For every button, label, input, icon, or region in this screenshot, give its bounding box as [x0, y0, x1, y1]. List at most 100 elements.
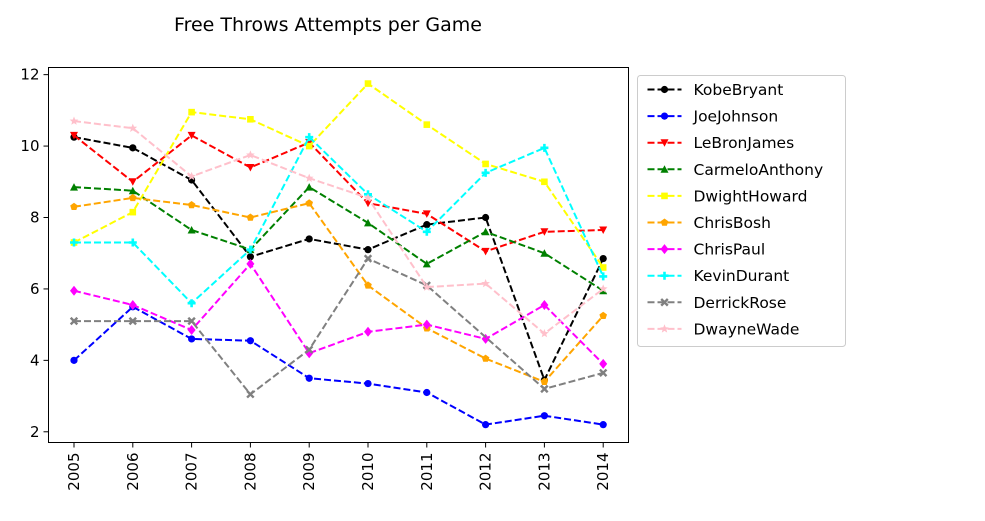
legend-marker-DwightHoward	[661, 192, 668, 200]
series-DerrickRose	[69, 254, 608, 399]
data-point-LeBronJames-2006	[128, 178, 137, 186]
legend-label-ChrisPaul: ChrisPaul	[694, 241, 766, 259]
legend-marker-DwayneWade	[660, 324, 669, 333]
data-point-DerrickRose-2006	[128, 316, 137, 326]
data-point-KobeBryant-2009	[305, 235, 313, 243]
legend-label-DwightHoward: DwightHoward	[694, 187, 808, 205]
legend-marker-KevinDurant	[660, 271, 669, 280]
legend-item-KevinDurant: KevinDurant	[647, 267, 790, 285]
data-point-KobeBryant-2006	[129, 144, 137, 152]
data-point-ChrisPaul-2014	[599, 358, 608, 369]
data-point-DwayneWade-2011	[422, 282, 432, 291]
y-tick-label-4: 4	[30, 351, 40, 369]
chart-title: Free Throws Attempts per Game	[174, 14, 482, 36]
legend-label-DwayneWade: DwayneWade	[694, 320, 800, 338]
data-point-KobeBryant-2011	[423, 221, 431, 229]
series-DwightHoward	[70, 80, 607, 271]
data-point-CarmeloAnthony-2009	[305, 183, 314, 191]
series-LeBronJames	[70, 131, 608, 256]
x-axis: 2005 2006 2007 2008 2009 2010 2011 2012 2013 2014	[65, 442, 612, 491]
series-line-KevinDurant	[74, 135, 605, 305]
data-point-KevinDurant-2005	[70, 238, 78, 247]
data-point-DwightHoward-2013	[541, 178, 548, 186]
data-point-DwayneWade-2013	[540, 328, 549, 338]
y-tick-label-12: 12	[20, 66, 39, 84]
data-point-LeBronJames-2005	[70, 131, 78, 140]
legend-marker-JoeJohnson	[660, 112, 669, 120]
data-point-DwayneWade-2008	[246, 150, 255, 159]
legend-item-LeBronJames: LeBronJames	[647, 134, 794, 152]
data-point-DwightHoward-2014	[599, 264, 607, 271]
y-tick-label-2: 2	[30, 423, 40, 441]
data-point-JoeJohnson-2010	[364, 379, 372, 388]
data-point-KevinDurant-2012	[481, 168, 490, 177]
legend-label-CarmeloAnthony: CarmeloAnthony	[694, 161, 824, 179]
data-point-DerrickRose-2014	[599, 368, 608, 378]
data-point-ChrisBosh-2013	[540, 377, 549, 386]
legend-marker-LeBronJames	[660, 139, 669, 147]
data-point-ChrisBosh-2009	[305, 199, 313, 207]
data-point-JoeJohnson-2014	[599, 421, 607, 429]
x-tick-label-2014: 2014	[594, 453, 612, 491]
series-ChrisPaul	[70, 258, 608, 369]
data-point-DwayneWade-2009	[304, 173, 314, 182]
x-tick-label-2007: 2007	[183, 453, 201, 491]
series-layer	[69, 80, 608, 429]
data-point-JoeJohnson-2012	[482, 421, 490, 429]
y-axis: 2 4 6 8 10 12	[20, 66, 49, 441]
legend-label-DerrickRose: DerrickRose	[694, 294, 787, 312]
data-point-KobeBryant-2010	[364, 246, 372, 254]
legend-item-JoeJohnson: JoeJohnson	[647, 108, 779, 126]
data-point-DwightHoward-2011	[423, 121, 431, 128]
legend-label-JoeJohnson: JoeJohnson	[693, 108, 779, 126]
legend-item-CarmeloAnthony: CarmeloAnthony	[647, 161, 824, 179]
data-point-KevinDurant-2007	[187, 299, 196, 308]
data-point-DwightHoward-2012	[482, 160, 489, 168]
y-tick-label-6: 6	[30, 280, 40, 298]
legend-item-ChrisBosh: ChrisBosh	[647, 214, 771, 232]
data-point-CarmeloAnthony-2012	[481, 227, 490, 236]
series-ChrisBosh	[70, 193, 607, 386]
data-point-ChrisBosh-2006	[129, 193, 137, 202]
legend-item-KobeBryant: KobeBryant	[647, 81, 784, 99]
series-line-DwightHoward	[73, 82, 605, 269]
data-point-ChrisPaul-2006	[128, 300, 137, 310]
data-point-ChrisPaul-2008	[246, 258, 255, 269]
data-point-CarmeloAnthony-2010	[364, 218, 372, 227]
series-line-JoeJohnson	[73, 305, 604, 426]
data-point-DerrickRose-2010	[363, 254, 373, 263]
data-point-KevinDurant-2014	[599, 272, 608, 281]
series-line-LeBronJames	[73, 134, 604, 253]
x-tick-label-2011: 2011	[418, 453, 436, 491]
series-line-ChrisBosh	[73, 196, 604, 383]
legend-box	[637, 75, 846, 347]
x-tick-label-2012: 2012	[477, 453, 495, 491]
data-point-DerrickRose-2005	[69, 316, 79, 326]
data-point-LeBronJames-2013	[540, 228, 549, 236]
data-point-DwightHoward-2010	[364, 80, 372, 87]
data-point-CarmeloAnthony-2005	[70, 183, 78, 191]
data-point-DwightHoward-2008	[247, 115, 254, 123]
data-point-ChrisPaul-2005	[70, 285, 78, 296]
data-point-ChrisBosh-2014	[599, 311, 607, 319]
data-point-LeBronJames-2008	[246, 164, 255, 172]
data-point-KevinDurant-2011	[422, 227, 431, 236]
data-point-LeBronJames-2011	[422, 210, 431, 218]
legend-label-KevinDurant: KevinDurant	[694, 267, 790, 285]
x-tick-label-2005: 2005	[65, 453, 83, 491]
data-point-ChrisBosh-2005	[70, 202, 78, 211]
legend-item-DwightHoward: DwightHoward	[647, 187, 808, 205]
data-point-CarmeloAnthony-2011	[422, 259, 431, 268]
data-point-JoeJohnson-2007	[188, 335, 196, 343]
data-point-KevinDurant-2013	[540, 143, 549, 152]
series-line-ChrisPaul	[73, 262, 604, 365]
series-KevinDurant	[70, 133, 608, 308]
data-point-KobeBryant-2014	[599, 254, 607, 263]
data-point-DwayneWade-2012	[481, 278, 490, 288]
legend-label-KobeBryant: KobeBryant	[694, 81, 784, 99]
data-point-DerrickRose-2007	[187, 316, 196, 326]
data-point-CarmeloAnthony-2007	[187, 226, 196, 234]
data-point-ChrisBosh-2012	[481, 354, 490, 362]
data-point-LeBronJames-2014	[599, 226, 608, 234]
